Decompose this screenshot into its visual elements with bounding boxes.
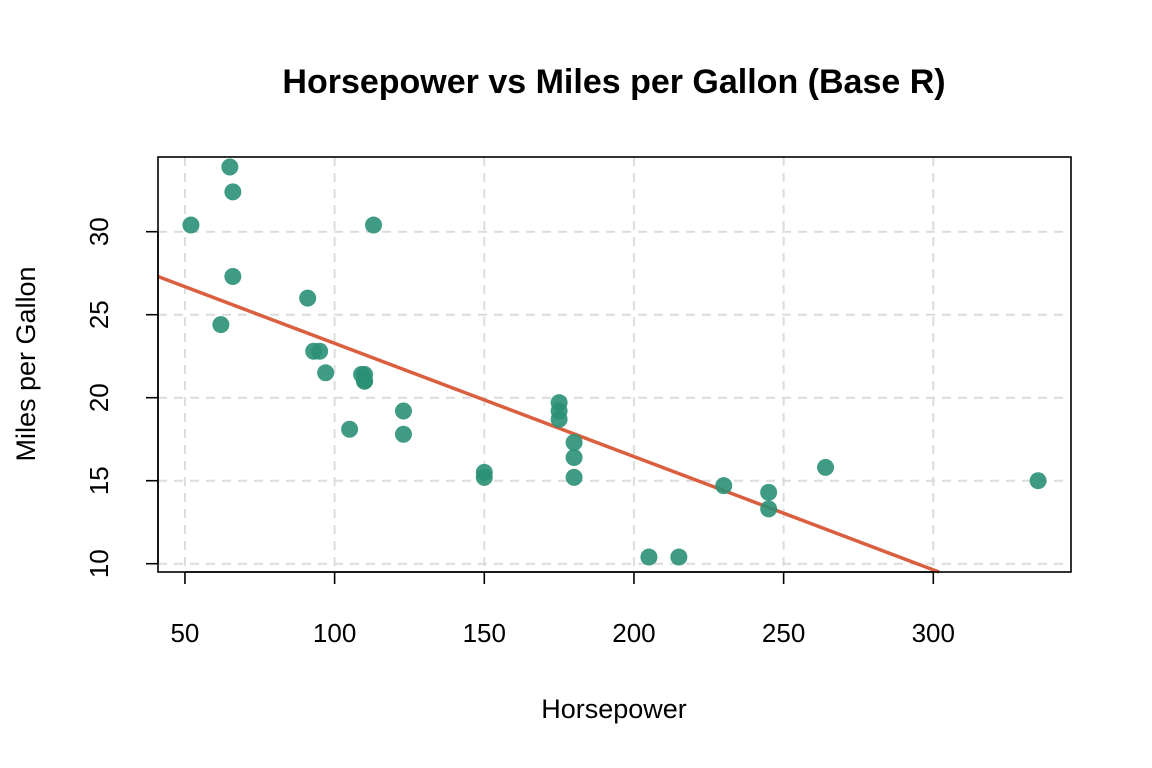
data-point-11 (394, 425, 412, 443)
data-point-29 (817, 458, 835, 476)
grid (158, 157, 1071, 572)
data-point-12 (565, 448, 583, 466)
data-point-14 (565, 468, 583, 486)
data-point-31 (1029, 472, 1047, 490)
data-point-26 (224, 268, 242, 286)
data-point-19 (182, 216, 200, 234)
x-tick-label-100: 100 (313, 618, 356, 648)
y-tick-label-25: 25 (84, 300, 114, 329)
data-point-18 (224, 183, 242, 201)
data-point-20 (221, 158, 239, 176)
y-axis: 10 15 20 25 30 (84, 217, 159, 578)
data-point-30 (550, 394, 568, 412)
data-point-16 (670, 548, 688, 566)
data-point-7 (760, 483, 778, 501)
data-point-10 (394, 402, 412, 420)
data-point-23 (475, 468, 493, 486)
y-axis-label: Miles per Gallon (11, 266, 41, 461)
data-point-6 (341, 420, 359, 438)
x-tick-label-200: 200 (612, 618, 655, 648)
data-point-8 (212, 316, 230, 334)
y-tick-label-30: 30 (84, 217, 114, 246)
regression-line-group (157, 274, 940, 574)
x-tick-label-50: 50 (170, 618, 199, 648)
x-tick-label-150: 150 (463, 618, 506, 648)
points (182, 158, 1047, 566)
y-tick-label-20: 20 (84, 383, 114, 412)
data-point-24 (760, 500, 778, 518)
data-point-27 (299, 289, 317, 307)
data-point-13 (565, 434, 583, 452)
data-point-32 (353, 365, 371, 383)
y-tick-label-10: 10 (84, 549, 114, 578)
x-tick-label-300: 300 (912, 618, 955, 648)
data-point-28 (365, 216, 383, 234)
x-tick-label-250: 250 (762, 618, 805, 648)
data-point-17 (715, 477, 733, 495)
data-point-9 (311, 342, 329, 360)
data-point-21 (317, 364, 335, 382)
x-axis: 50 100 150 200 250 300 (170, 571, 955, 648)
data-point-15 (640, 548, 658, 566)
regression-line (157, 274, 940, 574)
chart-title: Horsepower vs Miles per Gallon (Base R) (282, 63, 945, 101)
x-axis-label: Horsepower (541, 694, 687, 724)
y-tick-label-15: 15 (84, 466, 114, 495)
